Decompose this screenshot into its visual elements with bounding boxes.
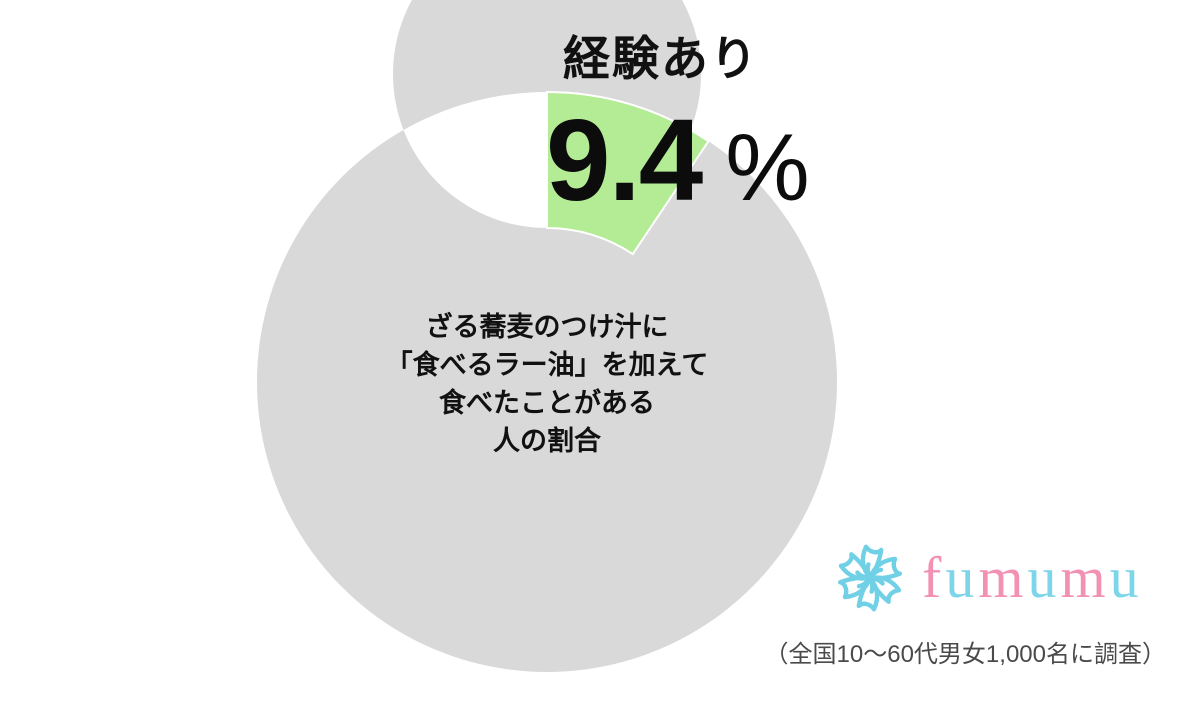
logo-text: fumumu (922, 548, 1143, 608)
logo-letter: u (1109, 545, 1143, 610)
percent-sign: % (725, 115, 810, 221)
logo-letter: f (922, 545, 946, 610)
center-label-line: ざる蕎麦のつけ汁に (425, 312, 669, 342)
center-label-line: 人の割合 (493, 426, 601, 456)
donut-value-slice (546, 90, 710, 256)
donut-remainder-slice (257, 0, 837, 672)
center-label-line: 食べたことがある (439, 388, 655, 418)
logo-letter: m (1060, 545, 1110, 610)
logo-letter: u (1027, 545, 1061, 610)
donut-center-label: ざる蕎麦のつけ汁に 「食べるラー油」を加えて 食べたことがある 人の割合 (377, 308, 717, 460)
chart-title: 経験あり (563, 32, 759, 85)
value-number: 9.4 (546, 95, 703, 225)
flower-icon (837, 544, 903, 612)
survey-caption: （全国10〜60代男女1,000名に調査） (764, 641, 1166, 668)
value-callout: 9.4 % (546, 102, 810, 218)
logo-letter: u (945, 545, 979, 610)
fumumu-logo: fumumu (830, 538, 1143, 618)
logo-letter: m (978, 545, 1028, 610)
center-label-line: 「食べるラー油」を加えて (385, 350, 709, 380)
